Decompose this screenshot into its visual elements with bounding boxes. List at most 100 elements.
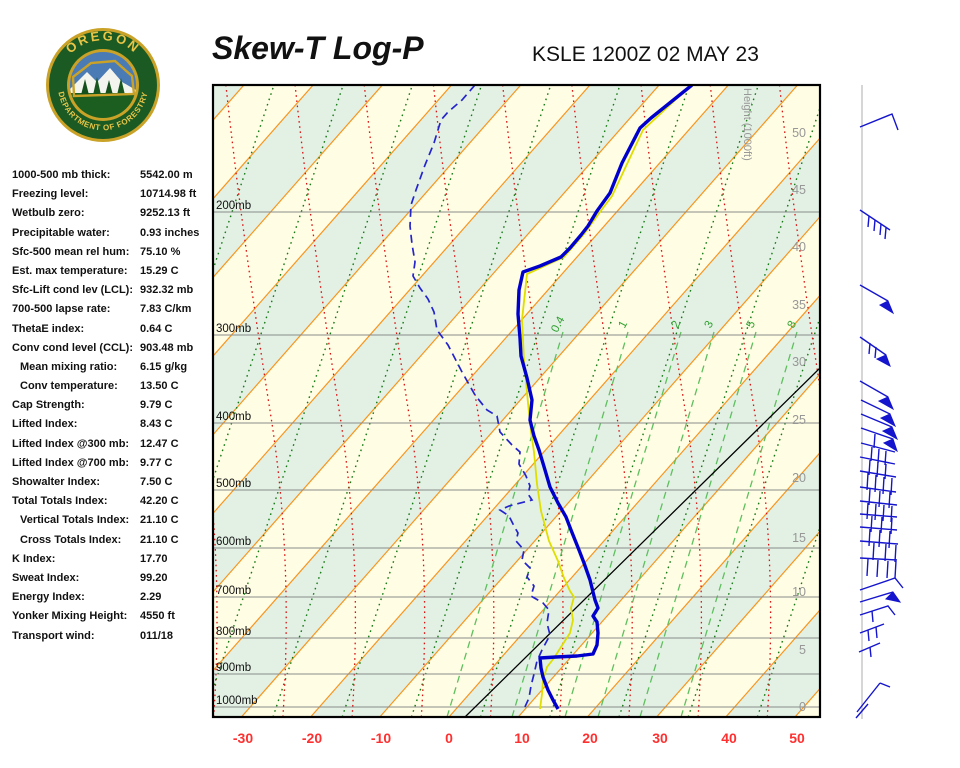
- pressure-label: 300mb: [216, 323, 251, 335]
- index-label: Conv cond level (CCL):: [12, 341, 134, 354]
- index-label: Total Totals Index:: [12, 495, 108, 508]
- wind-barb: [859, 526, 898, 549]
- height-tick-label: 30: [792, 355, 806, 369]
- wind-barb: [860, 413, 899, 441]
- index-value: 8.43 C: [140, 418, 173, 431]
- index-row: 1000-500 mb thick: 5542.00 m: [12, 166, 212, 185]
- index-value: 75.10 %: [140, 245, 181, 258]
- temp-tick-label: 10: [514, 730, 530, 746]
- index-label: Lifted Index @300 mb:: [12, 437, 130, 450]
- index-label: Sfc-500 mean rel hum:: [12, 245, 130, 258]
- index-row: Yonker Mixing Height: 4550 ft: [12, 607, 212, 626]
- index-value: 2.29: [140, 591, 162, 604]
- index-row: Conv temperature: 13.50 C: [12, 377, 212, 396]
- index-row: Transport wind: 011/18: [12, 627, 212, 646]
- index-row: Total Totals Index: 42.20 C: [12, 492, 212, 511]
- red-dotted-adiabats: [213, 85, 820, 717]
- temperature-profile: [516, 85, 694, 710]
- height-tick-label: 15: [792, 531, 806, 545]
- index-value: 011/18: [140, 629, 174, 642]
- index-row: Sweat Index: 99.20: [12, 569, 212, 588]
- index-row: Freezing level: 10714.98 ft: [12, 185, 212, 204]
- index-row: K Index: 17.70: [12, 550, 212, 569]
- index-value: 99.20: [140, 571, 168, 584]
- index-label: Conv temperature:: [20, 380, 118, 393]
- temp-tick-label: -30: [233, 730, 253, 746]
- temp-tick-label: 30: [652, 730, 668, 746]
- reference-line: [464, 367, 820, 717]
- mixing-ratio-label: 8: [786, 319, 800, 330]
- index-value: 13.50 C: [140, 380, 179, 393]
- index-row: Energy Index: 2.29: [12, 588, 212, 607]
- index-row: Sfc-Lift cond lev (LCL): 932.32 mb: [12, 281, 212, 300]
- index-label: Energy Index:: [12, 591, 85, 604]
- index-row: Showalter Index: 7.50 C: [12, 473, 212, 492]
- index-label: Yonker Mixing Height:: [12, 610, 128, 623]
- index-row: Vertical Totals Index: 21.10 C: [12, 511, 212, 530]
- wind-barb: [859, 577, 904, 591]
- wind-barb: [860, 399, 897, 428]
- index-label: Lifted Index:: [12, 418, 78, 431]
- height-tick-label: 35: [792, 298, 806, 312]
- index-value: 4550 ft: [140, 610, 175, 623]
- index-label: Wetbulb zero:: [12, 207, 85, 220]
- index-label: Precipitable water:: [12, 226, 110, 239]
- index-value: 9.77 C: [140, 456, 173, 469]
- index-row: Lifted Index: 8.43 C: [12, 415, 212, 434]
- index-label: Est. max temperature:: [12, 264, 128, 277]
- isotherm-lines: [213, 85, 820, 717]
- wind-barb: [859, 623, 885, 642]
- temp-tick-label: 0: [445, 730, 453, 746]
- pressure-label: 600mb: [216, 536, 251, 548]
- mixing-ratio-label: 2: [670, 319, 684, 330]
- odf-logo: OREGON DEPARTMENT OF FORESTRY: [46, 28, 160, 142]
- index-label: 1000-500 mb thick:: [12, 169, 111, 181]
- index-label: Transport wind:: [12, 629, 95, 642]
- wind-barb: [859, 113, 899, 131]
- mixing-ratio-label: 1: [617, 319, 631, 330]
- index-label: Freezing level:: [12, 188, 89, 201]
- mixing-ratio-label: 5: [745, 319, 759, 330]
- index-value: 15.29 C: [140, 264, 179, 277]
- pressure-label: 400mb: [216, 411, 251, 423]
- wind-barb: [856, 682, 891, 713]
- index-label: ThetaE index:: [12, 322, 85, 335]
- index-label: Lifted Index @700 mb:: [12, 456, 130, 469]
- index-row: 700-500 lapse rate: 7.83 C/km: [12, 300, 212, 319]
- pressure-label: 800mb: [216, 626, 251, 638]
- height-tick-label: 10: [792, 585, 806, 599]
- wind-barb-column: [855, 85, 904, 719]
- height-tick-label: 5: [799, 643, 806, 657]
- index-row: Cap Strength: 9.79 C: [12, 396, 212, 415]
- index-value: 932.32 mb: [140, 284, 194, 297]
- index-value: 0.93 inches: [140, 226, 200, 239]
- temp-tick-label: -10: [371, 730, 391, 746]
- temp-tick-label: -20: [302, 730, 322, 746]
- temp-tick-label: 50: [789, 730, 805, 746]
- pressure-label: 900mb: [216, 662, 251, 674]
- temp-tick-label: 40: [721, 730, 737, 746]
- wind-barb: [859, 557, 898, 579]
- index-label: Cross Totals Index:: [20, 533, 122, 546]
- index-label: Sweat Index:: [12, 571, 80, 584]
- index-label: K Index:: [12, 552, 56, 565]
- index-value: 7.50 C: [140, 476, 173, 488]
- index-row: Wetbulb zero: 9252.13 ft: [12, 204, 212, 223]
- index-value: 7.83 C/km: [140, 303, 192, 316]
- height-tick-label: 0: [799, 700, 806, 714]
- indices-panel: 1000-500 mb thick: 5542.00 m Freezing leve…: [12, 166, 212, 646]
- pressure-label: 500mb: [216, 478, 251, 490]
- index-value: 6.15 g/kg: [140, 360, 188, 373]
- height-tick-label: 20: [792, 471, 806, 485]
- index-value: 9.79 C: [140, 399, 173, 412]
- height-axis-label: Height (1000ft): [741, 88, 753, 161]
- index-row: ThetaE index: 0.64 C: [12, 320, 212, 339]
- wind-barb: [859, 380, 895, 411]
- dewpoint-profile: [409, 85, 551, 710]
- index-label: Cap Strength:: [12, 399, 85, 412]
- index-value: 21.10 C: [140, 514, 179, 527]
- index-value: 9252.13 ft: [140, 207, 191, 220]
- pressure-label: 200mb: [216, 200, 251, 212]
- height-tick-label: 25: [792, 413, 806, 427]
